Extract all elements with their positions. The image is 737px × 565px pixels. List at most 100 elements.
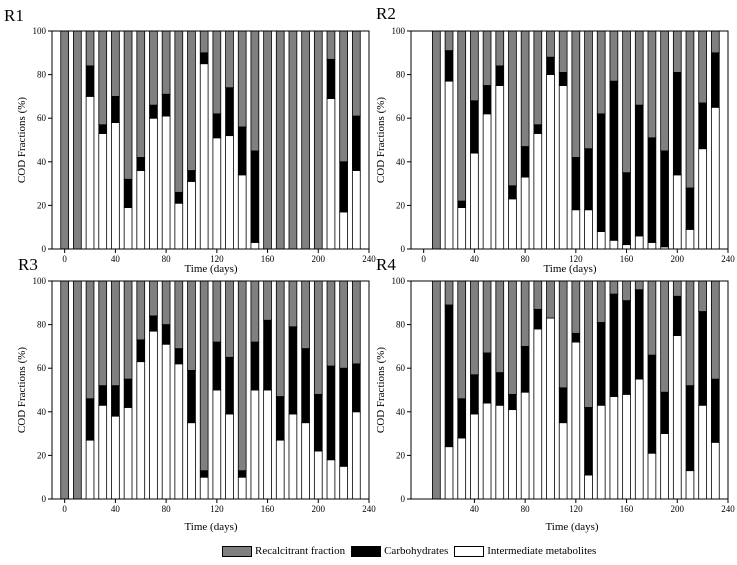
bar-r3-intermediate-day-80	[161, 343, 171, 500]
bar-r3-carbohydrates-day-90	[174, 348, 184, 365]
plot-r3: 0 20 40 60 80 100 0 40 80 120 160 200 240	[33, 276, 377, 514]
y-tick-label-r3-100: 100	[33, 276, 47, 286]
x-tick-label-r2-240: 240	[721, 254, 735, 264]
bar-r3-recalcitrant-day-140	[237, 280, 247, 472]
bar-r3-recalcitrant-day-90	[174, 280, 184, 349]
bar-r3-intermediate-day-70	[149, 330, 158, 500]
bar-r3-recalcitrant-day-40	[111, 280, 120, 387]
bar-r2-carbohydrates-day-70	[508, 185, 517, 200]
y-tick-label-r1-60: 60	[37, 113, 47, 123]
bar-r2-recalcitrant-day-150	[609, 30, 619, 82]
bar-r2-carbohydrates-day-150	[609, 80, 619, 241]
bar-r2-intermediate-day-90	[533, 133, 543, 250]
bar-r1-recalcitrant-day-180	[288, 30, 298, 250]
bar-r2-carbohydrates-day-20	[444, 50, 454, 82]
bar-r3-carbohydrates-day-110	[199, 470, 209, 478]
bar-r2-carbohydrates-day-60	[495, 65, 505, 86]
bar-r4-intermediate-day-130	[584, 474, 593, 500]
bar-r2-carbohydrates-day-30	[457, 200, 467, 208]
bar-r2-carbohydrates-day-100	[546, 56, 555, 76]
bar-r1-carbohydrates-day-230	[351, 115, 361, 171]
y-tick-label-r1-20: 20	[37, 200, 47, 210]
bar-r4-recalcitrant-day-100	[546, 280, 555, 319]
bar-r3-recalcitrant-day-210	[326, 280, 336, 367]
bar-r4-carbohydrates-day-30	[457, 398, 467, 439]
bar-r3-recalcitrant-day-170	[275, 280, 285, 397]
bar-r1-recalcitrant-day-210	[326, 30, 336, 60]
bar-r3-intermediate-day-50	[123, 407, 133, 500]
legend-swatch-intermediate	[454, 545, 485, 557]
y-tick-label-r1-100: 100	[33, 26, 47, 36]
bar-r1-recalcitrant-day-70	[149, 30, 158, 106]
bar-r2-recalcitrant-day-60	[495, 30, 505, 67]
legend-label-recalcitrant: Recalcitrant fraction	[255, 545, 346, 557]
panel-r4: R4 COD Fractions (%) Time (days) 0 20 40 60…	[375, 255, 735, 533]
bar-r2-carbohydrates-day-90	[533, 124, 543, 134]
bar-r1-recalcitrant-day-220	[339, 30, 348, 163]
x-tick-label-r1-240: 240	[362, 254, 376, 264]
y-tick-label-r3-20: 20	[37, 450, 47, 460]
x-tick-label-r4-40: 40	[470, 504, 480, 514]
bar-r2-recalcitrant-day-90	[533, 30, 543, 126]
x-tick-label-r4-240: 240	[721, 504, 735, 514]
bar-r1-intermediate-day-80	[161, 115, 171, 250]
bar-r2-intermediate-day-100	[546, 74, 555, 250]
bar-r2-carbohydrates-day-230	[710, 52, 720, 108]
bar-r2-carbohydrates-day-180	[647, 137, 657, 243]
bar-r1-intermediate-day-40	[111, 122, 120, 250]
bar-r3-recalcitrant-day-20	[85, 280, 95, 400]
bar-r3-carbohydrates-day-160	[263, 319, 272, 391]
bar-r3-recalcitrant-day-0	[60, 280, 70, 500]
bar-r3-carbohydrates-day-140	[237, 470, 247, 478]
bar-r4-intermediate-day-230	[710, 441, 720, 500]
bar-r2-intermediate-day-60	[495, 85, 505, 250]
bar-r3-intermediate-day-20	[85, 439, 95, 500]
bar-r3-carbohydrates-day-200	[313, 393, 323, 452]
bar-r1-intermediate-day-220	[339, 211, 348, 250]
bar-r3-intermediate-day-180	[288, 413, 298, 500]
bar-r2-recalcitrant-day-210	[685, 30, 695, 189]
x-tick-label-r3-160: 160	[261, 504, 275, 514]
panel-title-r2: R2	[376, 4, 396, 23]
bar-r3-recalcitrant-day-60	[136, 280, 146, 341]
legend-item-carbohydrates: Carbohydrates	[351, 545, 448, 557]
legend-item-recalcitrant: Recalcitrant fraction	[222, 545, 345, 557]
bar-r3-intermediate-day-190	[301, 422, 310, 500]
bar-r4-recalcitrant-day-140	[596, 280, 606, 323]
bar-r3-carbohydrates-day-30	[98, 385, 108, 406]
bar-r2-intermediate-day-230	[710, 106, 720, 250]
plot-frame-r4	[410, 280, 729, 500]
y-tick-label-r4-60: 60	[396, 363, 406, 373]
y-tick-label-r4-40: 40	[396, 407, 406, 417]
y-tick-label-r2-20: 20	[396, 200, 406, 210]
bar-r1-carbohydrates-day-220	[339, 161, 348, 213]
x-axis-label-r1: Time (days)	[184, 263, 237, 275]
bar-r1-intermediate-day-20	[85, 96, 95, 250]
bar-r1-recalcitrant-day-10	[73, 30, 82, 250]
bar-r2-carbohydrates-day-210	[685, 187, 695, 230]
bar-r1-recalcitrant-day-80	[161, 30, 171, 95]
bar-r1-recalcitrant-day-130	[225, 30, 234, 89]
bar-r4-carbohydrates-day-190	[660, 391, 669, 434]
bar-r1-intermediate-day-150	[250, 242, 260, 250]
bar-r2-intermediate-day-140	[596, 231, 606, 250]
bar-r3-intermediate-day-160	[263, 389, 272, 500]
bar-r4-recalcitrant-day-10	[432, 280, 441, 500]
bar-r1-carbohydrates-day-130	[225, 87, 234, 137]
bar-r3-intermediate-day-210	[326, 459, 336, 500]
bar-r2-carbohydrates-day-130	[584, 148, 593, 211]
bar-r4-intermediate-day-190	[660, 433, 669, 500]
bar-r4-intermediate-day-80	[520, 391, 530, 500]
bar-r1-intermediate-day-210	[326, 98, 336, 250]
bar-r3-carbohydrates-day-150	[250, 341, 260, 391]
bar-r1-intermediate-day-30	[98, 133, 108, 250]
y-tick-label-r4-20: 20	[396, 450, 406, 460]
bar-r3-carbohydrates-day-20	[85, 398, 95, 441]
bar-r1-carbohydrates-day-70	[149, 104, 158, 119]
bar-r4-intermediate-day-150	[609, 396, 619, 500]
bar-r1-recalcitrant-day-30	[98, 30, 108, 126]
x-tick-label-r2-80: 80	[521, 254, 531, 264]
bar-r3-recalcitrant-day-180	[288, 280, 298, 328]
bar-r1-recalcitrant-day-170	[275, 30, 285, 250]
bar-r3-intermediate-day-220	[339, 465, 348, 500]
